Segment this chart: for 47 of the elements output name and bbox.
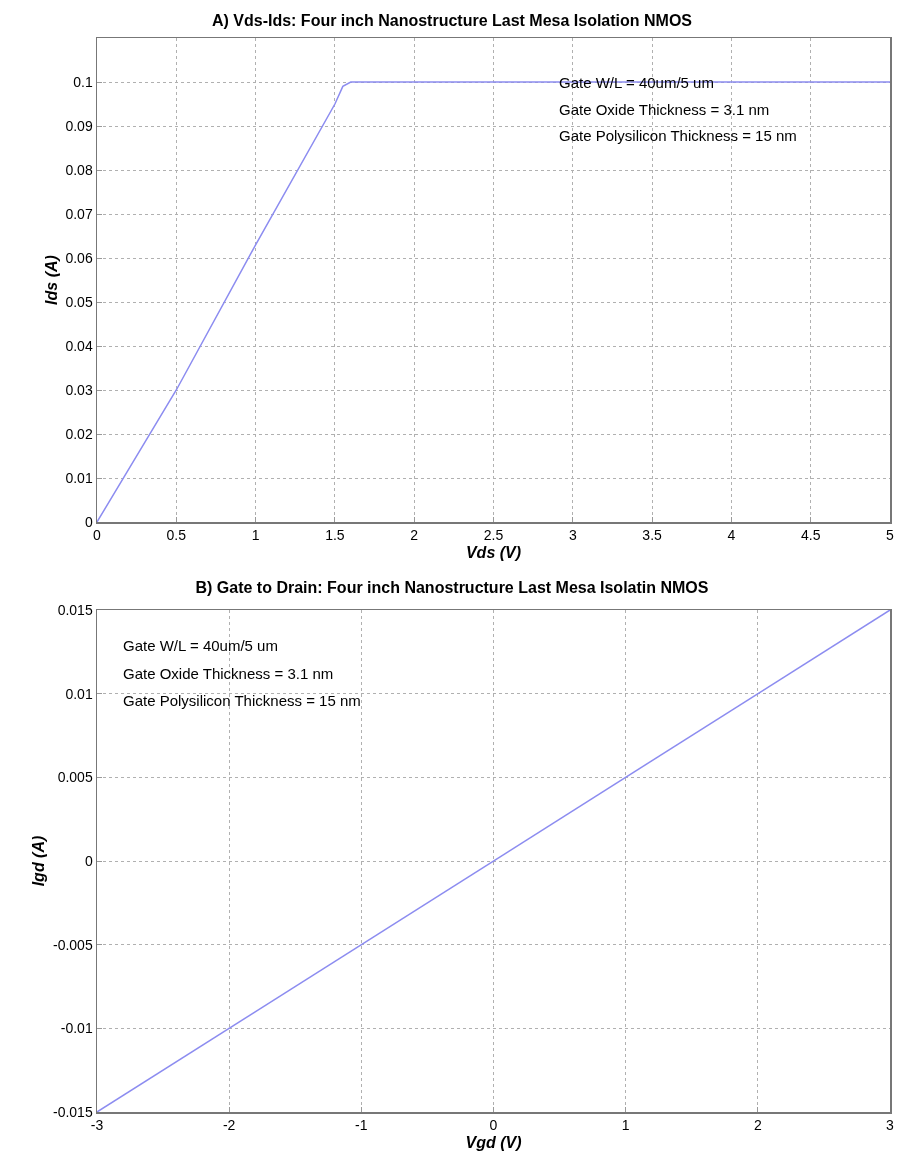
y-tick-label: 0 [84, 513, 93, 530]
x-tick-label: 2 [410, 527, 419, 544]
y-tick-label: 0.03 [65, 381, 93, 398]
x-tick-label: 3 [886, 1117, 895, 1134]
x-tick-label: 1.5 [325, 527, 345, 544]
x-tick-label: 3.5 [642, 527, 663, 544]
y-tick-label: 0 [84, 852, 93, 869]
y-tick-label: -0.005 [53, 936, 93, 953]
x-tick-label: -3 [90, 1117, 104, 1134]
chart-title: A) Vds-Ids: Four inch Nanostructure Last Mesa Isolation NMOS [211, 11, 693, 29]
annotation: Gate Polysilicon Thickness = 15 nm [123, 692, 361, 709]
chart-title: B) Gate to Drain: Four inch Nanostructure Last Mesa Isolatin NMOS [195, 578, 709, 596]
x-axis-title: Vds (V) [465, 543, 522, 561]
x-tick-label: 0 [489, 1117, 498, 1134]
x-axis-title: Vgd (V) [465, 1133, 522, 1151]
y-tick-label: 0.005 [57, 769, 93, 786]
y-tick-label: 0.1 [73, 73, 93, 90]
annotation: Gate Oxide Thickness = 3.1 nm [123, 665, 334, 682]
y-axis-title: Igd (A) [30, 835, 48, 887]
x-tick-label: 5 [886, 527, 895, 544]
x-tick-label: 0.5 [166, 527, 187, 544]
x-tick-label: 2 [753, 1117, 762, 1134]
y-tick-label: 0.015 [57, 601, 93, 618]
y-axis-title: Ids (A) [42, 255, 60, 305]
y-tick-label: -0.01 [60, 1020, 93, 1037]
x-tick-label: -2 [222, 1117, 236, 1134]
x-tick-label: 4 [727, 527, 736, 544]
x-tick-label: 4.5 [800, 527, 821, 544]
x-tick-label: 3 [568, 527, 577, 544]
y-tick-label: 0.01 [65, 469, 93, 486]
x-tick-label: -1 [355, 1117, 368, 1134]
y-tick-label: 0.05 [65, 293, 93, 310]
y-tick-label: 0.07 [65, 205, 93, 222]
y-tick-label: 0.08 [65, 161, 93, 178]
y-tick-label: -0.015 [53, 1103, 93, 1120]
x-tick-label: 2.5 [483, 527, 504, 544]
y-tick-label: 0.01 [65, 685, 93, 702]
annotation: Gate Polysilicon Thickness = 15 nm [559, 127, 797, 144]
y-tick-label: 0.09 [65, 117, 93, 134]
y-tick-label: 0.04 [65, 337, 93, 354]
annotation: Gate W/L = 40um/5 um [123, 637, 278, 654]
annotation: Gate Oxide Thickness = 3.1 nm [559, 101, 770, 118]
y-tick-label: 0.02 [65, 425, 93, 442]
x-tick-label: 1 [621, 1117, 630, 1134]
x-tick-label: 1 [251, 527, 260, 544]
y-tick-label: 0.06 [65, 249, 93, 266]
annotation: Gate W/L = 40um/5 um [559, 74, 714, 91]
